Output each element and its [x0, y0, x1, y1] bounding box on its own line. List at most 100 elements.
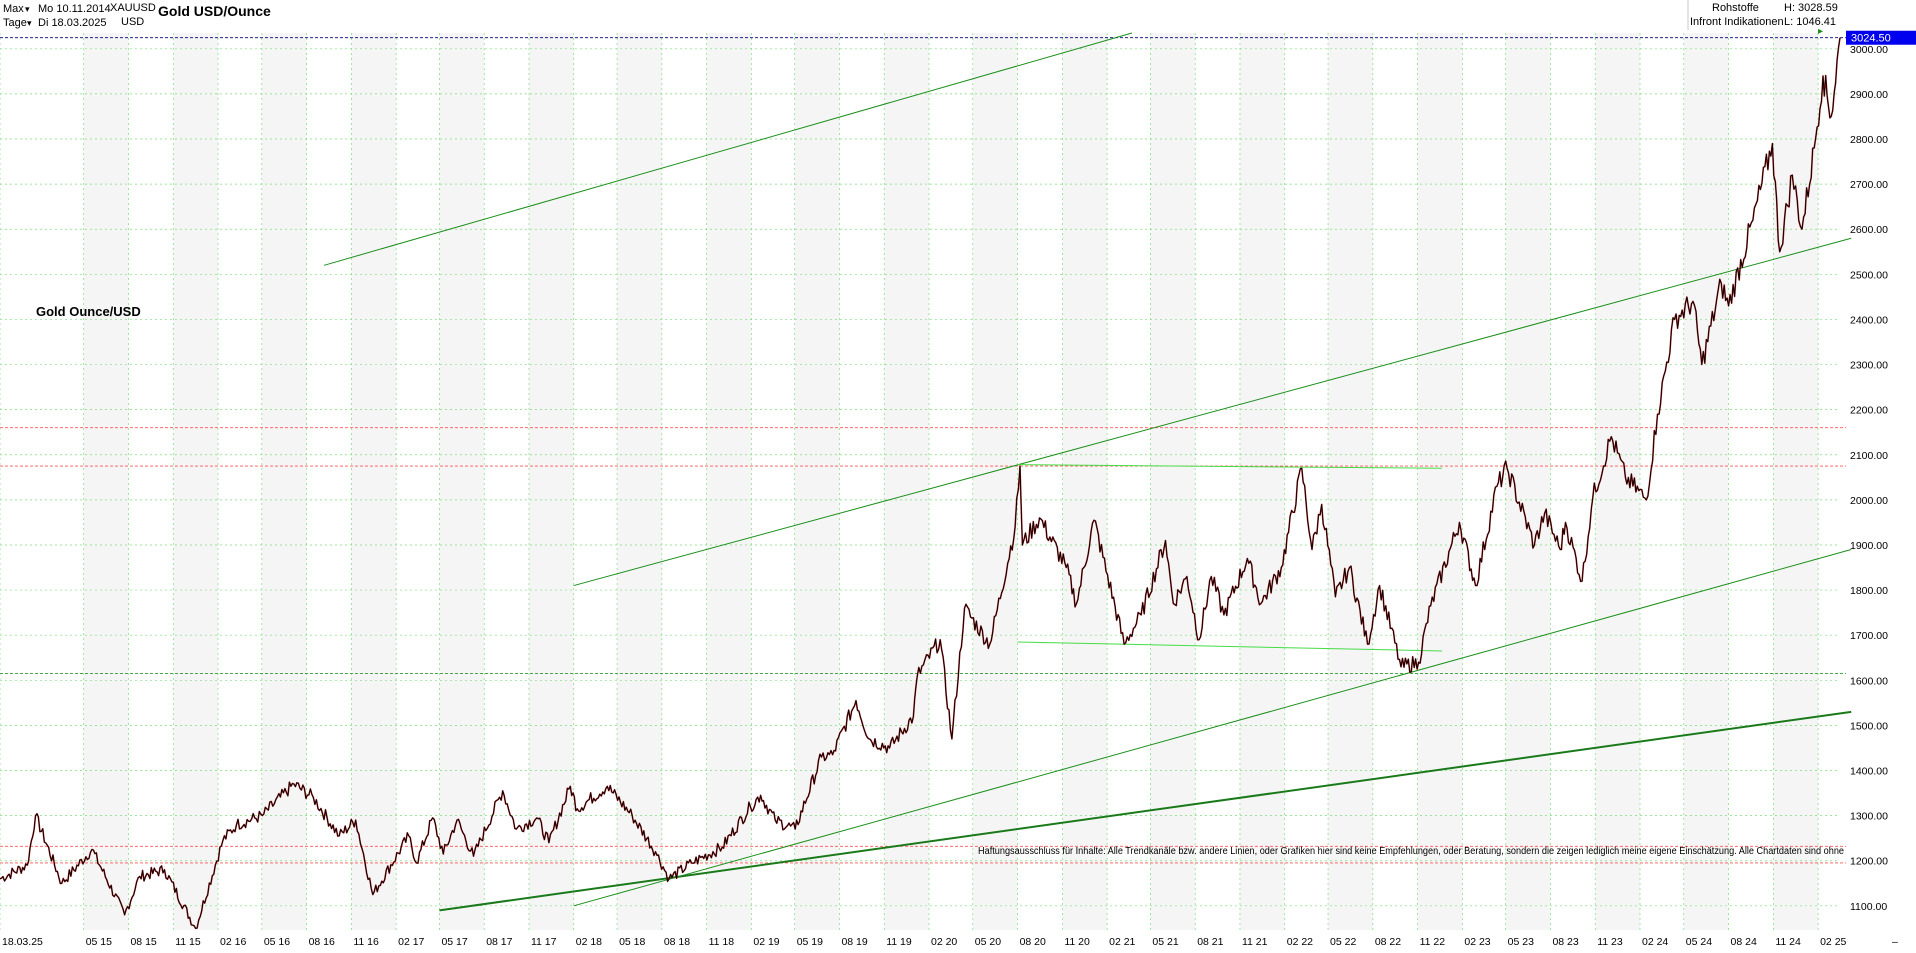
- symbol-label: XAUUSD: [110, 2, 156, 14]
- background-band: [1683, 33, 1729, 930]
- x-tick-label: 08 16: [309, 936, 335, 948]
- low-value: L: 1046.41: [1784, 16, 1836, 28]
- x-tick-label: 08 21: [1197, 936, 1223, 948]
- background-band: [83, 33, 129, 930]
- y-tick-label: 2100.00: [1850, 450, 1888, 462]
- source-label: Infront Indikationen: [1690, 16, 1784, 28]
- x-tick-label: 08 20: [1020, 936, 1046, 948]
- x-tick-label: 08 17: [486, 936, 512, 948]
- y-tick-label: 1200.00: [1850, 856, 1888, 868]
- y-tick-label: 2600.00: [1850, 224, 1888, 236]
- background-band: [1150, 33, 1196, 930]
- background-band: [617, 33, 662, 930]
- x-tick-label: 05 17: [441, 936, 467, 948]
- background-band: [351, 33, 397, 930]
- y-tick-label: 1700.00: [1850, 630, 1888, 642]
- x-tick-label: 11 15: [175, 936, 201, 948]
- trend-line: [323, 32, 1133, 266]
- x-tick-label: 05 20: [975, 936, 1001, 948]
- current-price-label: 3024.50: [1851, 33, 1891, 45]
- header-bar: Max ▾ Tage ▾ Mo 10.11.2014 Di 18.03.2025…: [3, 0, 1838, 30]
- y-tick-label: 1500.00: [1850, 720, 1888, 732]
- trend-line: [573, 548, 1852, 907]
- x-tick-label: 05 21: [1152, 936, 1178, 948]
- x-tick-label: 05 16: [264, 936, 290, 948]
- x-tick-label: 05 19: [797, 936, 823, 948]
- x-tick-label: 05 18: [619, 936, 645, 948]
- x-tick-label: 11 18: [709, 936, 735, 948]
- x-tick-label: 11 17: [531, 936, 557, 948]
- x-tick-label: 11 23: [1597, 936, 1623, 948]
- period-dropdown-icon[interactable]: ▾: [27, 18, 32, 28]
- y-tick-label: 2900.00: [1850, 89, 1888, 101]
- background-band: [884, 33, 930, 930]
- background-band: [1328, 33, 1373, 930]
- range-selector[interactable]: Max: [3, 3, 24, 15]
- y-tick-label: 2300.00: [1850, 360, 1888, 372]
- price-series-line: [0, 37, 1841, 929]
- background-band: [528, 33, 574, 930]
- x-tick-label: 02 25: [1820, 936, 1846, 948]
- x-tick-label: 11 20: [1064, 936, 1090, 948]
- x-tick-label: 11 21: [1242, 936, 1268, 948]
- background-band: [261, 33, 307, 930]
- x-tick-label: 05 22: [1330, 936, 1356, 948]
- x-tick-label: 11 16: [353, 936, 379, 948]
- background-band: [1417, 33, 1463, 930]
- x-tick-label: 08 19: [841, 936, 867, 948]
- category-label: Rohstoffe: [1712, 2, 1759, 14]
- x-tick-label: 11 19: [886, 936, 912, 948]
- x-tick-label: 08 24: [1731, 936, 1757, 948]
- x-tick-label: 02 17: [398, 936, 424, 948]
- range-dropdown-icon[interactable]: ▾: [25, 4, 30, 14]
- x-tick-label: 11 24: [1775, 936, 1801, 948]
- period-selector[interactable]: Tage: [3, 17, 27, 29]
- x-tick-label: 02 22: [1287, 936, 1313, 948]
- background-band: [972, 33, 1018, 930]
- x-tick-label: 02 23: [1464, 936, 1490, 948]
- x-tick-label: 05 23: [1508, 936, 1534, 948]
- y-tick-label: 2400.00: [1850, 314, 1888, 326]
- trend-line: [573, 237, 1852, 587]
- background-band: [1239, 33, 1285, 930]
- x-axis-end-marker: –: [1892, 936, 1898, 948]
- background-band: [706, 33, 752, 930]
- start-date: Mo 10.11.2014: [38, 3, 111, 15]
- background-band: [1062, 33, 1108, 930]
- y-tick-label: 2200.00: [1850, 405, 1888, 417]
- background-band: [439, 33, 485, 930]
- chart-annotation-label: Gold Ounce/USD: [36, 304, 141, 319]
- end-date: Di 18.03.2025: [38, 17, 107, 29]
- y-tick-label: 1100.00: [1850, 901, 1887, 913]
- x-tick-label: 02 19: [753, 936, 779, 948]
- disclaimer-text: Haftungsausschluss für Inhalte: Alle Tre…: [978, 846, 1844, 857]
- background-band: [173, 33, 219, 930]
- y-tick-label: 1400.00: [1850, 766, 1888, 778]
- current-price-badge: 3024.50: [1846, 30, 1916, 45]
- x-tick-label: 18.03.25: [2, 936, 43, 948]
- x-tick-label: 08 22: [1375, 936, 1401, 948]
- y-tick-label: 1800.00: [1850, 585, 1888, 597]
- chart-title: Gold USD/Ounce: [158, 3, 271, 19]
- high-value: H: 3028.59: [1784, 2, 1838, 14]
- y-tick-label: 1600.00: [1850, 675, 1888, 687]
- trend-line: [1017, 464, 1442, 469]
- trend-line: [439, 710, 1852, 912]
- y-tick-label: 1300.00: [1850, 811, 1888, 823]
- y-tick-label: 2800.00: [1850, 134, 1888, 146]
- x-tick-label: 02 24: [1642, 936, 1668, 948]
- y-tick-label: 1900.00: [1850, 540, 1888, 552]
- y-tick-label: 2500.00: [1850, 269, 1888, 281]
- trend-line: [1017, 641, 1442, 652]
- background-band: [794, 33, 840, 930]
- x-tick-label: 08 18: [664, 936, 690, 948]
- y-tick-label: 2000.00: [1850, 495, 1888, 507]
- x-tick-label: 02 18: [576, 936, 602, 948]
- background-band: [1505, 33, 1551, 930]
- y-tick-label: 3000.00: [1850, 44, 1888, 56]
- x-tick-label: 02 20: [931, 936, 957, 948]
- x-tick-label: 08 15: [130, 936, 156, 948]
- x-tick-label: 02 21: [1109, 936, 1135, 948]
- scroll-right-icon[interactable]: ▸: [1818, 26, 1823, 37]
